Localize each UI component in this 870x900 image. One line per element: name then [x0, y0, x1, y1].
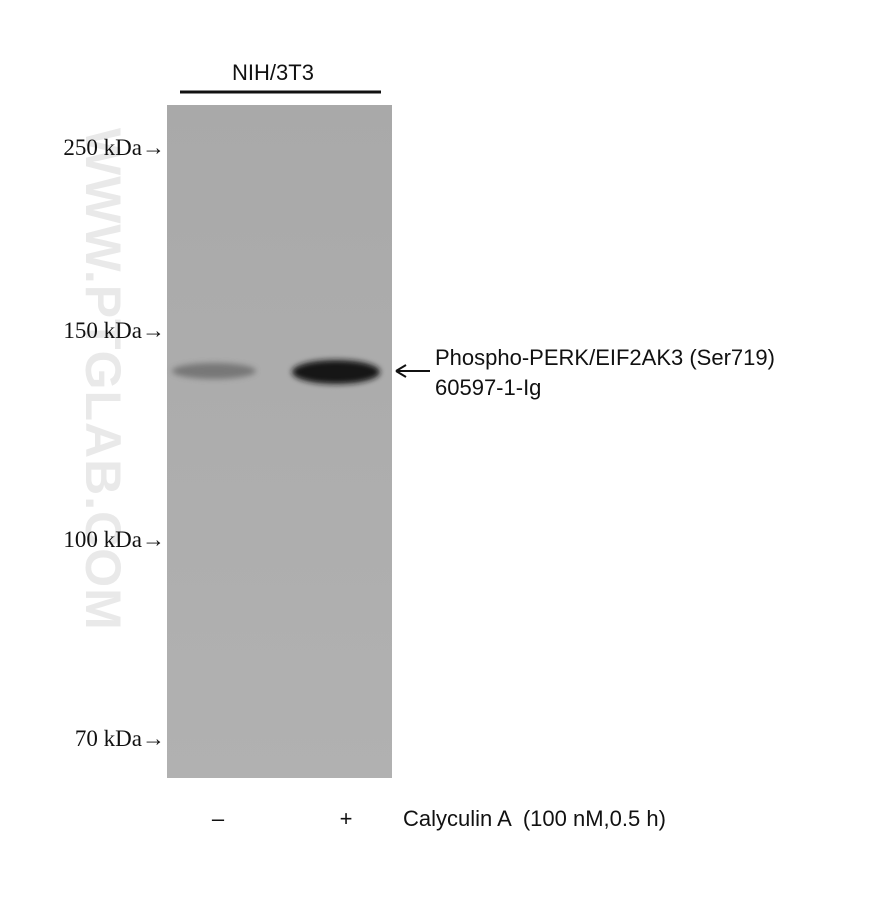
cell-line-label: NIH/3T3: [232, 60, 314, 85]
band-lane-1: [172, 363, 256, 379]
marker-label: 250 kDa→: [63, 135, 165, 160]
band-arrow: [395, 364, 430, 378]
band-catalog: 60597-1-Ig: [435, 375, 541, 400]
lane-label: +: [340, 806, 353, 831]
watermark: WWW.PTGLAB.COM: [75, 128, 131, 631]
marker-label: 70 kDa→: [75, 726, 165, 751]
band-lane-2: [292, 360, 380, 384]
band-name: Phospho-PERK/EIF2AK3 (Ser719): [435, 345, 775, 370]
marker-label: 100 kDa→: [63, 527, 165, 552]
lane-label: –: [212, 806, 225, 831]
treatment-label: Calyculin A (100 nM,0.5 h): [403, 806, 666, 831]
marker-label: 150 kDa→: [63, 318, 165, 343]
blot-membrane: [167, 105, 392, 778]
